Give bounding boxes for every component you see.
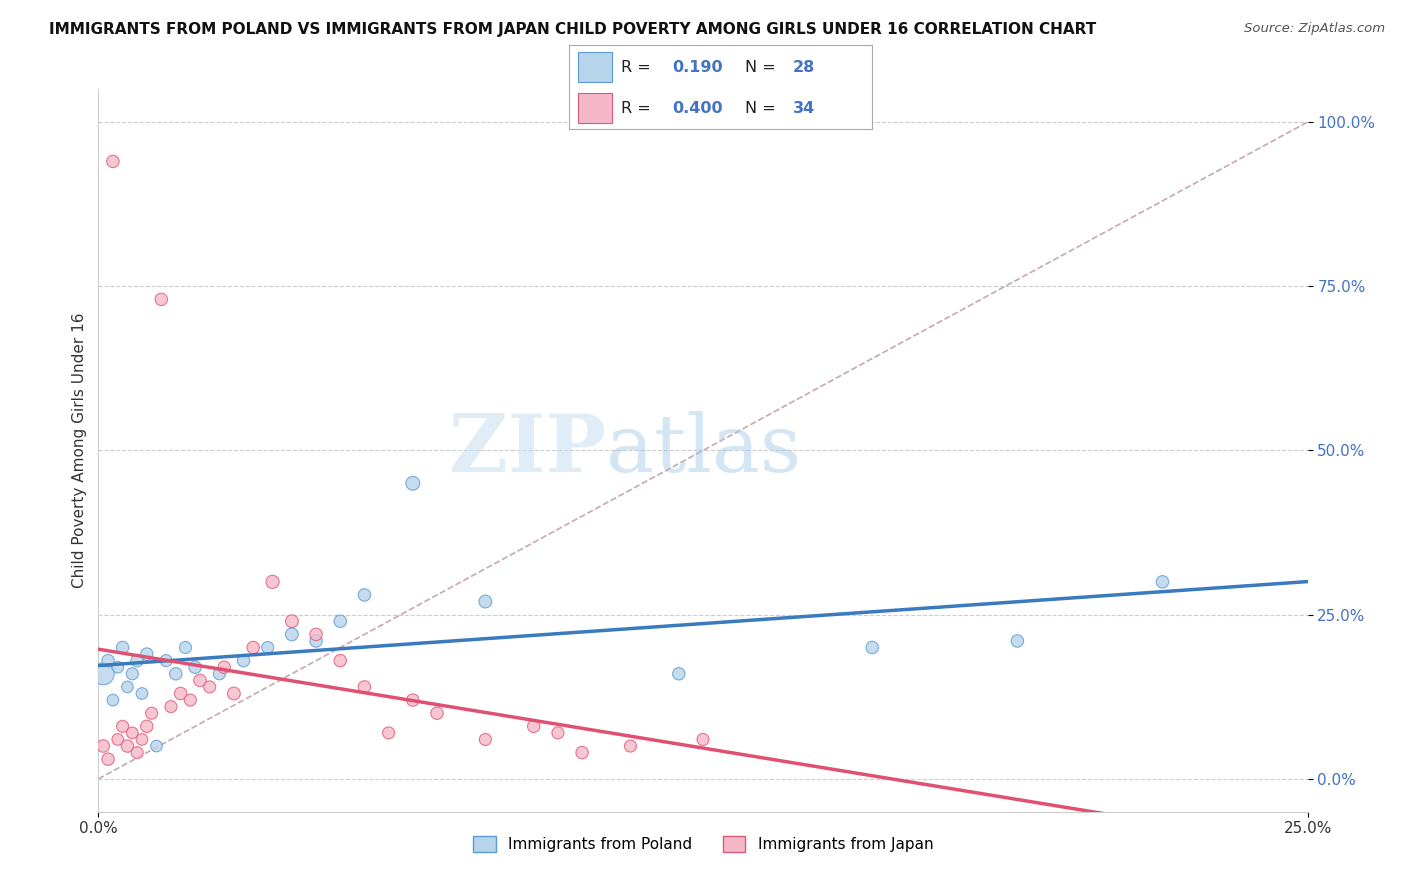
Legend: Immigrants from Poland, Immigrants from Japan: Immigrants from Poland, Immigrants from … (467, 830, 939, 858)
Point (160, 699, 183, 714)
Point (232, 654, 254, 668)
Point (174, 640, 197, 655)
Bar (578, 93, 612, 122)
Text: 28: 28 (793, 60, 815, 75)
Text: R =: R = (621, 60, 655, 75)
Text: 0.400: 0.400 (672, 101, 723, 116)
Point (107, 660, 129, 674)
Point (150, 293, 173, 307)
Text: ZIP: ZIP (450, 411, 606, 490)
Point (262, 574, 284, 589)
Point (402, 476, 425, 491)
Point (1007, 634, 1029, 648)
Point (155, 654, 177, 668)
Point (402, 693, 425, 707)
Point (188, 673, 211, 688)
Point (141, 706, 163, 721)
Text: Source: ZipAtlas.com: Source: ZipAtlas.com (1244, 22, 1385, 36)
Point (547, 726, 569, 740)
Point (208, 666, 231, 681)
Point (121, 666, 143, 681)
Point (101, 693, 124, 707)
Point (127, 654, 149, 668)
Point (111, 640, 134, 655)
Point (474, 732, 496, 747)
Point (353, 588, 375, 602)
Point (305, 634, 328, 648)
Point (184, 660, 207, 674)
Text: N =: N = (745, 60, 780, 75)
Point (91, 666, 114, 681)
Point (97, 654, 120, 668)
Point (212, 660, 235, 674)
Text: IMMIGRANTS FROM POLAND VS IMMIGRANTS FROM JAPAN CHILD POVERTY AMONG GIRLS UNDER : IMMIGRANTS FROM POLAND VS IMMIGRANTS FRO… (49, 22, 1097, 37)
Text: atlas: atlas (606, 411, 801, 490)
Text: 34: 34 (793, 101, 815, 116)
Point (1152, 574, 1174, 589)
Point (860, 640, 883, 655)
Point (165, 666, 187, 681)
Point (97, 752, 120, 766)
Point (281, 614, 304, 628)
Point (571, 746, 593, 760)
Point (145, 739, 167, 753)
Point (256, 640, 278, 655)
Point (111, 719, 134, 733)
Point (179, 693, 201, 707)
Point (169, 686, 191, 700)
Y-axis label: Child Poverty Among Girls Under 16: Child Poverty Among Girls Under 16 (72, 313, 87, 588)
Point (353, 680, 375, 694)
Point (117, 739, 139, 753)
Text: 0.190: 0.190 (672, 60, 723, 75)
Text: N =: N = (745, 101, 780, 116)
Point (619, 739, 641, 753)
Text: R =: R = (621, 101, 655, 116)
Point (135, 647, 157, 661)
Point (329, 614, 352, 628)
Point (127, 746, 149, 760)
Point (668, 666, 690, 681)
Point (117, 680, 139, 694)
Point (426, 706, 449, 721)
Point (329, 654, 352, 668)
Point (242, 640, 264, 655)
Point (692, 732, 714, 747)
Point (305, 627, 328, 641)
Point (222, 686, 245, 700)
Point (131, 686, 153, 700)
Point (198, 680, 221, 694)
Point (107, 732, 129, 747)
Point (523, 719, 546, 733)
Point (101, 154, 124, 169)
Point (121, 726, 143, 740)
Point (131, 732, 153, 747)
Point (135, 719, 157, 733)
Point (281, 627, 304, 641)
Point (377, 726, 399, 740)
Bar (578, 53, 612, 82)
Point (474, 594, 496, 608)
Point (91, 739, 114, 753)
